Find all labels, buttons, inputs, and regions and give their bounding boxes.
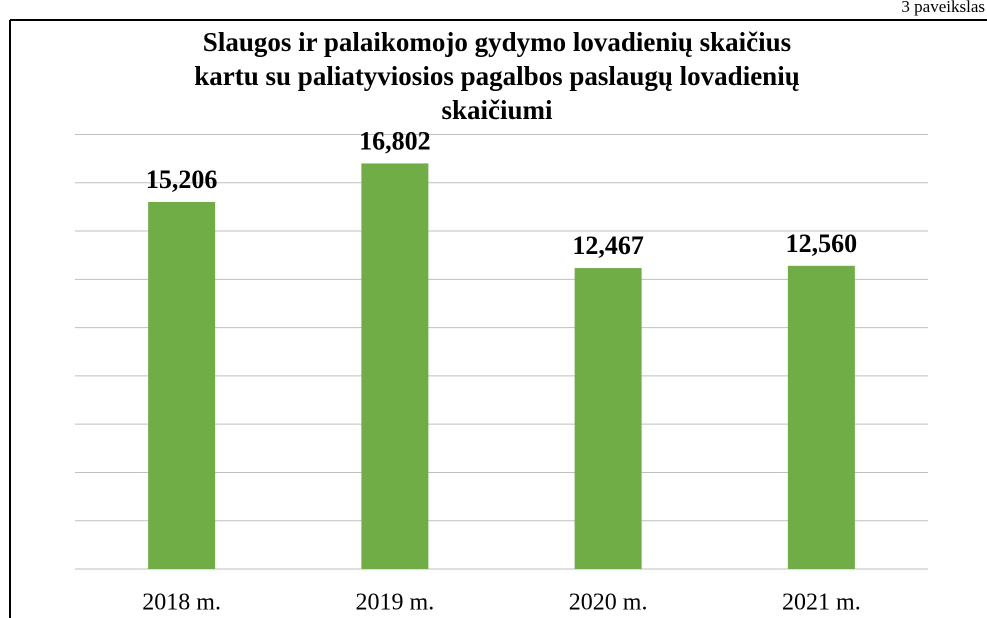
chart-title: kartu su paliatyviosios pagalbos paslaug… <box>194 61 799 91</box>
x-tick-label: 2019 m. <box>356 590 435 616</box>
bar <box>574 268 642 569</box>
x-tick-label: 2020 m. <box>569 590 648 616</box>
x-tick-label: 2018 m. <box>142 590 221 616</box>
figure-label: 3 paveikslas <box>901 0 985 16</box>
chart-title: skaičiumi <box>441 95 553 125</box>
data-label: 12,560 <box>786 229 858 258</box>
data-label: 12,467 <box>572 231 644 260</box>
data-label: 15,206 <box>146 165 218 194</box>
bar <box>787 265 855 569</box>
x-tick-label: 2021 m. <box>782 590 861 616</box>
data-label: 16,802 <box>359 126 431 155</box>
bar <box>361 163 429 569</box>
chart-title: Slaugos ir palaikomojo gydymo lovadienių… <box>203 27 791 57</box>
bar <box>148 201 216 569</box>
